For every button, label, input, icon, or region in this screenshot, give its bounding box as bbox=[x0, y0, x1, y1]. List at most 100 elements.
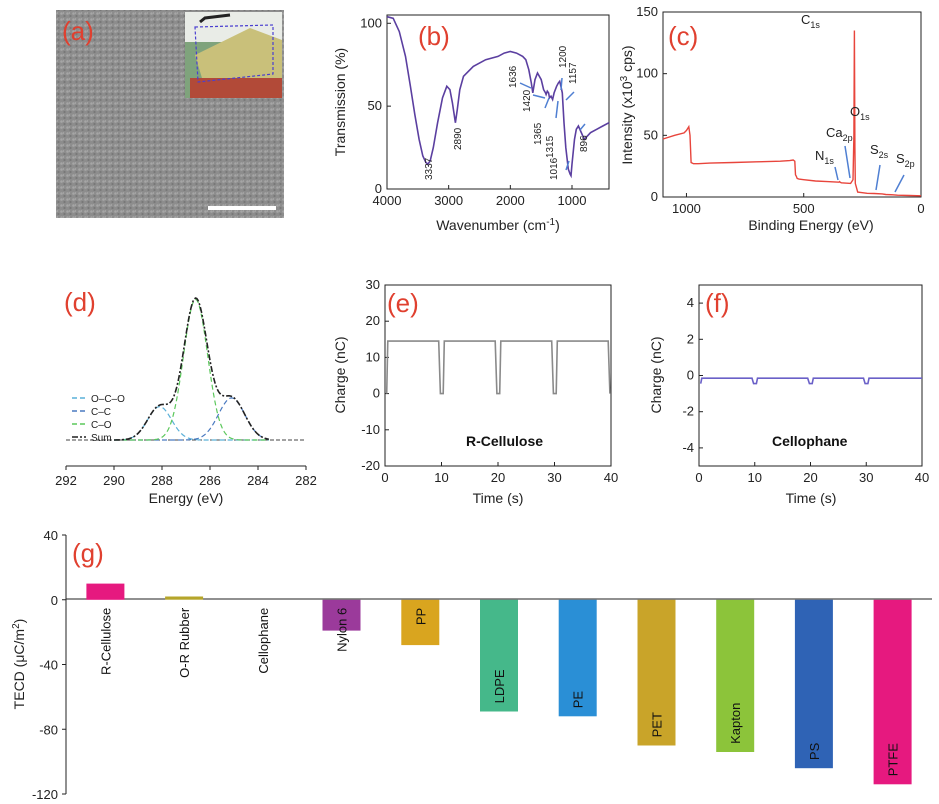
peak-co bbox=[114, 298, 269, 441]
y-tick-label: 20 bbox=[366, 313, 380, 328]
panel-b: (b) 4000 3000 2000 1000 0 50 100 Transmission … bbox=[332, 14, 610, 233]
x-tick-label: 10 bbox=[434, 470, 448, 485]
peak-annotations-b: 3337 2890 1636 1420 1365 1315 1200 1157 … bbox=[424, 45, 590, 180]
element-annotations-c: C1s O1s Ca2p N1s S2s S2p bbox=[801, 12, 915, 169]
label-s2p: S2p bbox=[896, 151, 915, 169]
bar-label: PTFE bbox=[886, 743, 901, 777]
peak-label-1636: 1636 bbox=[508, 65, 519, 88]
legend-label-co: C–O bbox=[91, 420, 112, 431]
x-tick-label: 30 bbox=[547, 470, 561, 485]
bar-label: R-Cellulose bbox=[98, 608, 113, 675]
panel-f: (f) 0 10 20 30 40 -4 -2 0 2 4 Cellophane Charge (… bbox=[648, 284, 929, 506]
bar-label: LDPE bbox=[492, 669, 507, 703]
peak-label-1420: 1420 bbox=[522, 89, 533, 112]
plot-frame-b bbox=[386, 14, 610, 190]
x-tick-label: 4000 bbox=[373, 193, 402, 208]
peak-label-1315: 1315 bbox=[545, 135, 556, 158]
bar-r-cellulose bbox=[86, 583, 125, 600]
x-tick-label: 500 bbox=[793, 201, 815, 216]
y-axis-label-f: Charge (nC) bbox=[648, 336, 664, 413]
bar-label: PET bbox=[650, 712, 665, 737]
y-tick-label: -120 bbox=[32, 787, 58, 802]
peak-label-3337: 3337 bbox=[424, 157, 435, 180]
bar-nylon-6 bbox=[322, 599, 361, 631]
y-tick-label: 100 bbox=[360, 15, 382, 30]
bar-label: Kapton bbox=[728, 703, 743, 744]
peak-label-2890: 2890 bbox=[453, 127, 464, 150]
peak-label-896: 896 bbox=[579, 135, 590, 152]
x-tick-label: 1000 bbox=[672, 201, 701, 216]
series-line-ftir bbox=[386, 15, 610, 179]
x-axis-label-e: Time (s) bbox=[473, 490, 524, 506]
peak-label-1157: 1157 bbox=[568, 62, 579, 84]
legend-label-cc: C–C bbox=[91, 407, 111, 418]
y-tick-label: 0 bbox=[375, 181, 382, 196]
x-tick-label: 288 bbox=[151, 473, 173, 488]
peak-label-1365: 1365 bbox=[533, 122, 544, 145]
series-line-xps bbox=[662, 30, 922, 197]
legend-label-oco: O–C–O bbox=[91, 394, 125, 405]
y-axis-label-e: Charge (nC) bbox=[332, 336, 348, 413]
x-tick-label: 284 bbox=[247, 473, 269, 488]
bar-ps bbox=[794, 599, 833, 769]
y-axis-label-g: TECD (μC/m2) bbox=[11, 619, 27, 710]
bar-label: PE bbox=[571, 691, 586, 709]
y-tick-label: 0 bbox=[51, 593, 58, 608]
x-tick-label: 2000 bbox=[496, 193, 525, 208]
y-tick-label: 30 bbox=[366, 277, 380, 292]
peak-label-1200: 1200 bbox=[558, 45, 569, 68]
y-tick-label: 150 bbox=[636, 4, 658, 19]
x-tick-label: 3000 bbox=[434, 193, 463, 208]
x-axis-label-f: Time (s) bbox=[786, 490, 837, 506]
axis-ticks-f: 0 10 20 30 40 -4 -2 0 2 4 bbox=[682, 295, 929, 485]
panel-letter-b: (b) bbox=[418, 21, 450, 51]
y-tick-label: 50 bbox=[368, 98, 382, 113]
panel-e: (e) 0 10 20 30 40 -20 -10 0 10 20 30 R-Cellulose C… bbox=[332, 277, 618, 506]
legend-d: O–C–O C–C C–O Sum bbox=[72, 394, 125, 444]
bar-label: PS bbox=[807, 742, 822, 760]
bar-label: PP bbox=[413, 608, 428, 625]
bar-ptfe bbox=[873, 599, 912, 785]
x-tick-label: 292 bbox=[55, 473, 77, 488]
bar-pe bbox=[558, 599, 597, 717]
panel-g: (g) 40 0 -40 -80 -120 R-Cellulose O-R Rubber C… bbox=[11, 528, 932, 802]
axis-ticks-c: 1000 500 0 0 50 100 150 bbox=[636, 4, 924, 216]
bar-label: Cellophane bbox=[256, 608, 271, 674]
axis-ticks-b: 4000 3000 2000 1000 0 50 100 bbox=[360, 15, 586, 208]
x-tick-label: 0 bbox=[695, 470, 702, 485]
y-tick-label: 0 bbox=[651, 189, 658, 204]
x-tick-label: 0 bbox=[917, 201, 924, 216]
label-ca2p: Ca2p bbox=[826, 125, 853, 143]
panel-letter-f: (f) bbox=[705, 288, 730, 318]
chart-title-f: Cellophane bbox=[772, 433, 848, 449]
y-tick-label: 40 bbox=[44, 528, 58, 543]
panel-letter-d: (d) bbox=[64, 287, 96, 317]
x-tick-label: 286 bbox=[199, 473, 221, 488]
peak-label-1016: 1016 bbox=[549, 157, 560, 180]
x-tick-label: 20 bbox=[803, 470, 817, 485]
panel-letter-c: (c) bbox=[668, 21, 698, 51]
x-tick-label: 40 bbox=[915, 470, 929, 485]
inset-photo bbox=[185, 12, 282, 98]
y-tick-label: 0 bbox=[373, 386, 380, 401]
x-tick-label: 10 bbox=[748, 470, 762, 485]
x-tick-label: 290 bbox=[103, 473, 125, 488]
bar-ldpe bbox=[480, 599, 518, 712]
y-axis-label-b: Transmission (%) bbox=[332, 48, 348, 156]
bar-kapton bbox=[716, 599, 755, 752]
charge-trace-f bbox=[699, 377, 922, 385]
y-tick-label: 2 bbox=[687, 331, 694, 346]
panel-letter-e: (e) bbox=[387, 288, 419, 318]
panel-letter-g: (g) bbox=[72, 538, 104, 568]
y-tick-label: -40 bbox=[39, 658, 58, 673]
y-tick-label: -20 bbox=[361, 458, 380, 473]
peak-sum bbox=[114, 297, 269, 441]
bars-g: R-Cellulose O-R Rubber Cellophane Nylon 6 PP… bbox=[86, 583, 912, 785]
label-c1s: C1s bbox=[801, 12, 820, 30]
x-tick-label: 282 bbox=[295, 473, 317, 488]
label-n1s: N1s bbox=[815, 148, 834, 166]
x-axis-label-c: Binding Energy (eV) bbox=[748, 217, 873, 233]
x-tick-label: 20 bbox=[491, 470, 505, 485]
y-tick-label: -80 bbox=[39, 722, 58, 737]
label-s2s: S2s bbox=[870, 142, 889, 160]
